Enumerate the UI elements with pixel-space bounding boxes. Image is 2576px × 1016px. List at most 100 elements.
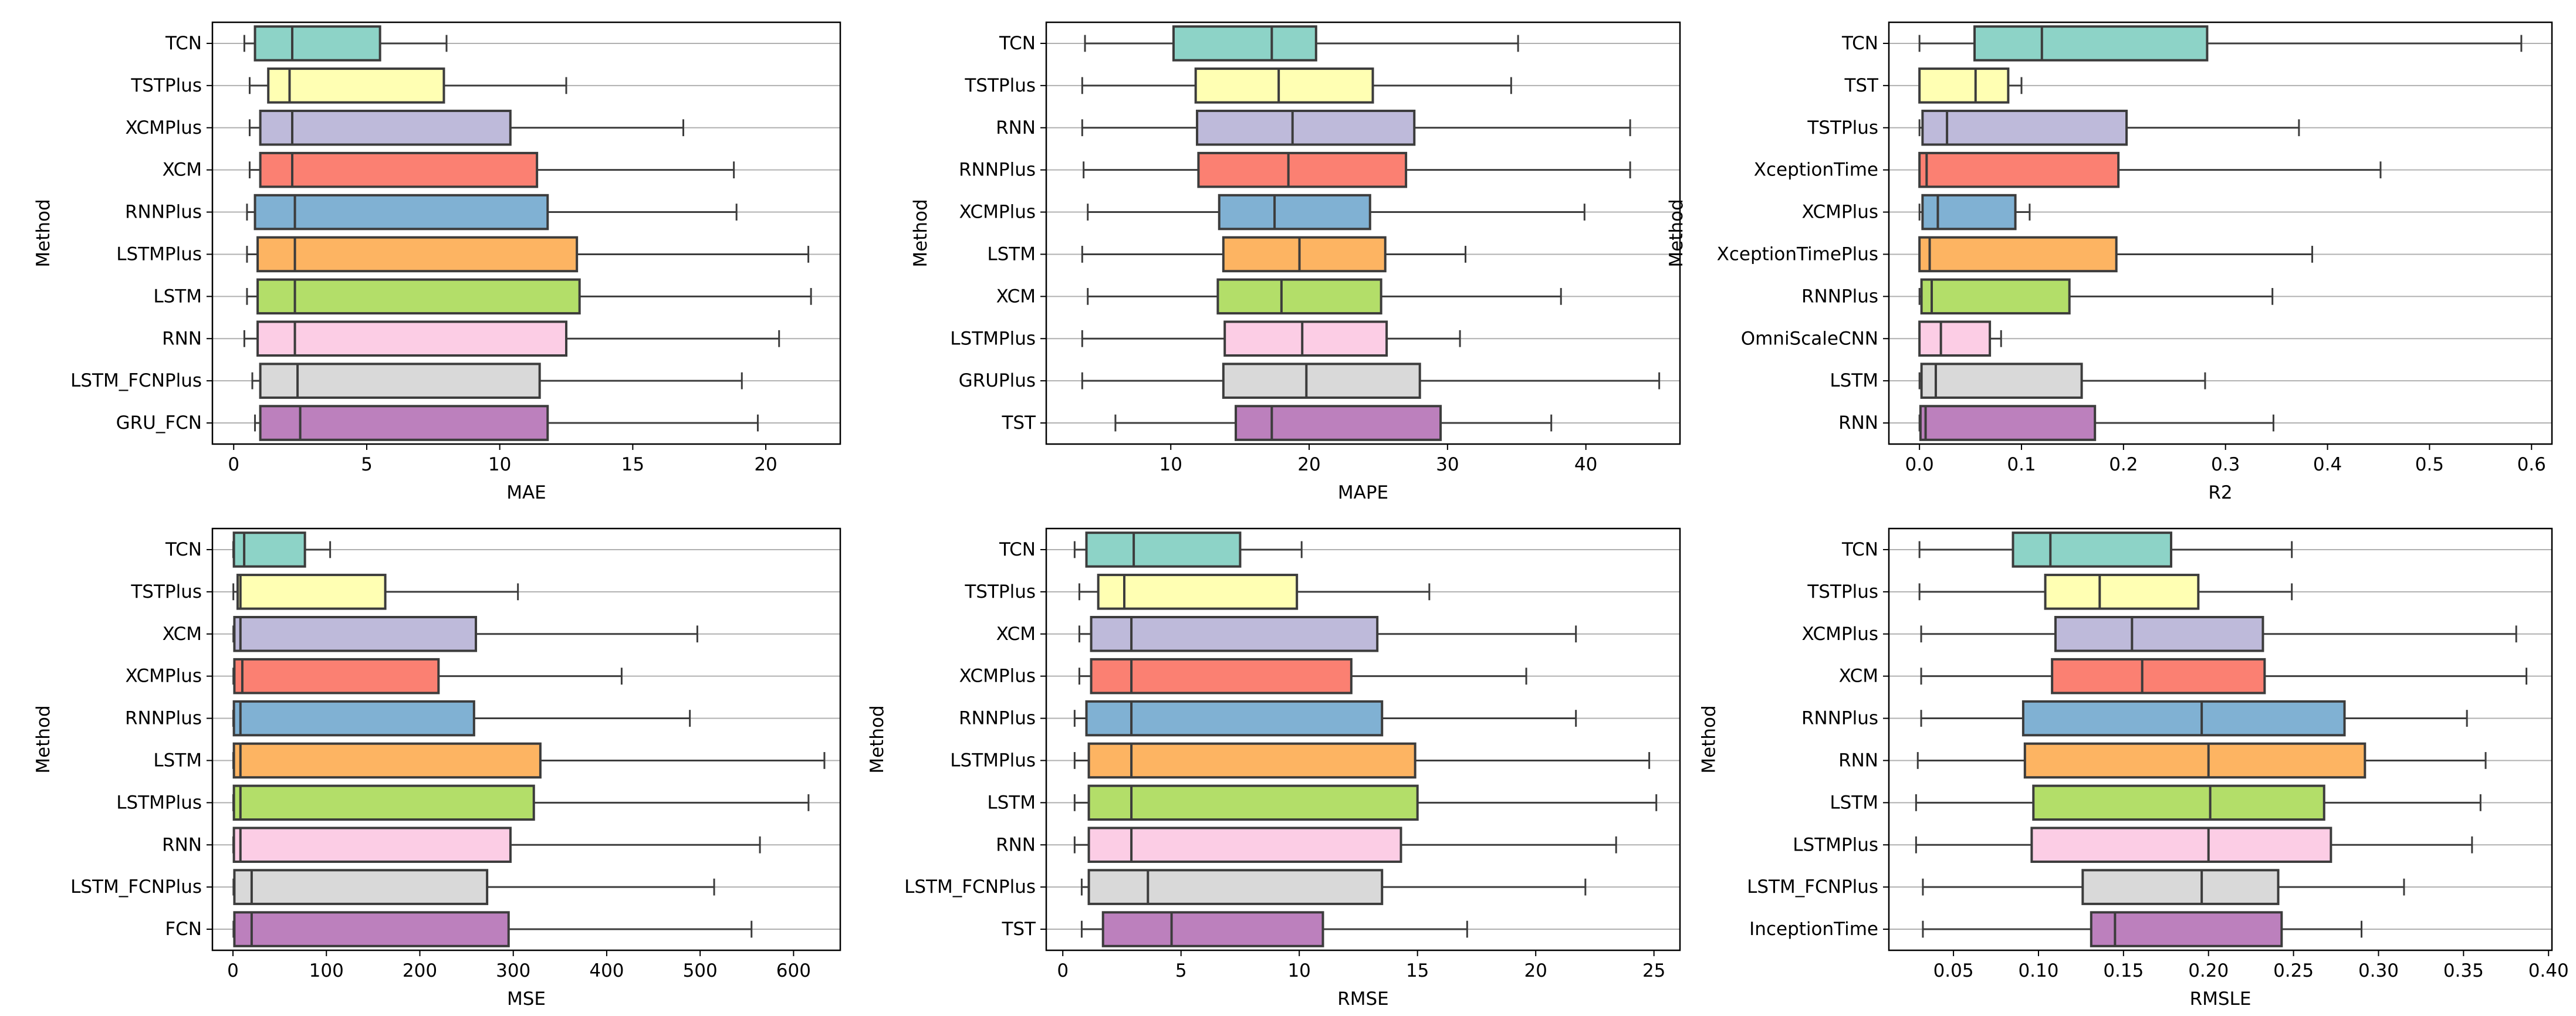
x-tick-label: 5 [361,454,373,475]
y-tick-label: TSTPlus [130,75,202,96]
y-tick-label: RNN [1838,412,1878,434]
x-tick-label: 0 [228,454,239,475]
y-tick-label: TCN [165,539,202,560]
x-axis-title: RMSLE [2190,988,2252,1010]
y-tick-label: GRUPlus [959,370,1036,391]
iqr-box [2054,615,2264,652]
y-tick-label: XCMPlus [126,666,202,687]
plot-frame [211,527,841,951]
y-tick-label: XCM [163,160,202,181]
x-tick-label: 0.0 [1905,454,1933,475]
x-tick-label: 15 [621,454,644,475]
box-xcm [1087,278,1562,315]
iqr-box [2051,658,2266,695]
box-tcn [1918,531,2293,568]
y-tick-label: TST [1001,412,1036,434]
iqr-box [253,25,381,62]
plot-frame [211,21,841,445]
x-tick-label: 100 [309,960,344,981]
box-xcmplus [248,109,684,146]
box-rnnplus [1083,151,1631,188]
box-lstm [232,742,826,779]
iqr-box [253,194,549,231]
box-rnnplus [246,194,738,231]
box-lstm_fcnplus [1922,869,2405,905]
iqr-box [232,700,475,737]
y-axis-title: Method [867,705,888,773]
iqr-box [1085,531,1242,568]
box-rnnplus [1073,700,1577,737]
x-axis-title: MAE [506,482,546,503]
iqr-box [1918,151,2120,188]
box-gru_fcn [254,405,759,441]
x-tick-label: 0.2 [2109,454,2138,475]
iqr-box [259,151,539,188]
y-tick-label: RNNPlus [959,708,1036,729]
box-lstm_fcnplus [1080,869,1587,905]
iqr-box [1097,574,1299,610]
chart-panel-mape: TCN TSTPlus RNN RNNPlus XCMPlus LSTM XCM LSTMPl… [910,21,1681,503]
y-tick-label: LSTM_FCNPlus [904,876,1036,898]
y-tick-label: LSTMPlus [1793,834,1878,855]
box-lstm_fcnplus [251,363,743,399]
y-tick-label: XCM [163,624,202,645]
box-xcmplus [1918,194,2031,231]
y-tick-label: FCN [165,919,202,940]
iqr-box [1918,236,2118,273]
box-lstmplus [232,784,810,821]
box-tstplus [1081,67,1512,104]
y-tick-label: TCN [1841,539,1878,560]
y-tick-label: TST [1844,75,1879,96]
x-axis-title: MAPE [1338,482,1388,503]
iqr-box [233,615,478,652]
y-axis-title: Method [33,199,54,267]
y-tick-label: XCMPlus [959,666,1036,687]
box-lstm [246,278,812,315]
y-tick-label: RNNPlus [125,202,202,223]
y-tick-label: LSTM_FCNPlus [70,876,202,898]
plot-frame [1888,527,2553,951]
x-tick-label: 0.6 [2517,454,2546,475]
iqr-box [1216,278,1382,315]
box-tstplus [248,67,567,104]
x-tick-label: 5 [1175,960,1187,981]
iqr-box [256,320,568,357]
x-tick-label: 30 [1436,454,1459,475]
y-tick-label: LSTMPlus [950,328,1036,349]
iqr-box [232,827,512,863]
iqr-box [1197,151,1408,188]
x-tick-label: 0 [227,960,239,981]
iqr-box [1920,278,2071,315]
box-rnnplus [232,700,691,737]
y-axis-title: Method [1666,199,1687,267]
y-tick-label: XCM [996,624,1036,645]
iqr-box [232,784,535,821]
x-tick-label: 500 [683,960,718,981]
y-tick-label: RNNPlus [125,708,202,729]
y-tick-label: XceptionTimePlus [1717,243,1878,265]
x-tick-label: 0.1 [2007,454,2036,475]
iqr-box [267,67,445,104]
box-tcn [1084,25,1519,62]
plot-frame [1045,527,1681,951]
iqr-box [1918,320,1992,357]
x-tick-label: 400 [589,960,624,981]
iqr-box [232,742,542,779]
y-tick-label: RNN [996,834,1036,855]
x-tick-label: 0.20 [2188,960,2229,981]
iqr-box [259,405,549,441]
box-fcn [232,911,753,947]
y-tick-label: LSTM [1830,370,1878,391]
iqr-box [2012,531,2172,568]
y-tick-label: LSTM [153,286,202,307]
y-tick-label: TSTPlus [1807,117,1878,138]
y-tick-label: InceptionTime [1749,919,1878,940]
box-lstmplus [1081,320,1461,357]
iqr-box [233,869,489,905]
y-tick-label: TSTPlus [130,581,202,602]
box-lstm [1081,236,1466,273]
y-axis-title: Method [1699,705,1720,773]
chart-panel-rmse: TCN TSTPlus XCM XCMPlus RNNPlus LSTMPlus LSTM R… [867,527,1681,1010]
y-tick-label: RNNPlus [1801,286,1878,307]
